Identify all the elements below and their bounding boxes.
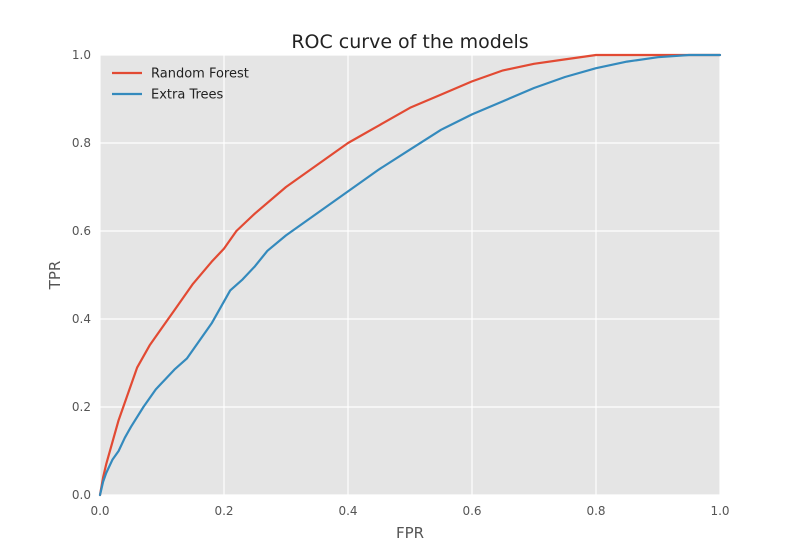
legend-label-random-forest: Random Forest [151,67,249,82]
y-tick-label: 0.4 [72,312,91,326]
legend-label-extra-trees: Extra Trees [151,88,224,103]
x-tick-label: 1.0 [710,504,729,518]
x-tick-label: 0.2 [214,504,233,518]
y-axis-label: TPR [46,261,64,291]
x-tick-label: 0.0 [90,504,109,518]
y-tick-labels: 0.0 0.2 0.4 0.6 0.8 1.0 [72,48,91,502]
x-tick-label: 0.8 [586,504,605,518]
y-tick-label: 0.0 [72,488,91,502]
series-line-random-forest [98,53,722,497]
series-lines [98,53,722,497]
y-tick-label: 1.0 [72,48,91,62]
legend: Random Forest Extra Trees [112,67,249,103]
y-tick-label: 0.6 [72,224,91,238]
x-tick-label: 0.4 [338,504,357,518]
y-tick-label: 0.8 [72,136,91,150]
series-line-extra-trees [98,53,722,497]
x-tick-labels: 0.0 0.2 0.4 0.6 0.8 1.0 [90,504,729,518]
y-tick-label: 0.2 [72,400,91,414]
chart-title: ROC curve of the models [291,31,528,53]
x-tick-label: 0.6 [462,504,481,518]
grid-lines [99,54,721,496]
plot-background [100,55,720,495]
x-axis-label: FPR [396,524,424,542]
